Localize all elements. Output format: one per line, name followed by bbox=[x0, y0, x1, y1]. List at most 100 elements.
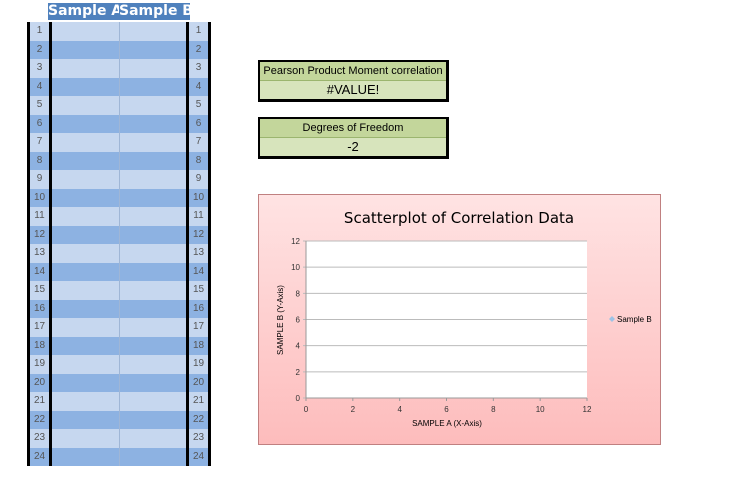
row-number: 19 bbox=[27, 355, 52, 374]
row-number-right: 19 bbox=[186, 355, 211, 374]
sample-b-cell[interactable] bbox=[120, 170, 187, 189]
row-number-right: 5 bbox=[186, 96, 211, 115]
row-number-right: 10 bbox=[186, 188, 211, 207]
sample-b-cell[interactable] bbox=[120, 96, 187, 115]
row-number-right: 7 bbox=[186, 133, 211, 152]
row-number-right: 22 bbox=[186, 410, 211, 429]
sample-a-cell[interactable] bbox=[52, 373, 120, 392]
sample-b-cell[interactable] bbox=[120, 263, 187, 282]
correlation-box: Pearson Product Moment correlation #VALU… bbox=[258, 60, 449, 102]
sample-a-cell[interactable] bbox=[52, 22, 120, 41]
sample-b-cell[interactable] bbox=[120, 244, 187, 263]
row-number-right: 21 bbox=[186, 392, 211, 411]
row-number-right: 3 bbox=[186, 59, 211, 78]
x-tick-label: 10 bbox=[536, 405, 545, 414]
row-number-right: 12 bbox=[186, 225, 211, 244]
x-tick-label: 2 bbox=[351, 405, 356, 414]
row-number: 24 bbox=[27, 447, 52, 466]
sample-a-cell[interactable] bbox=[52, 336, 120, 355]
row-number: 4 bbox=[27, 77, 52, 96]
table-row: 20 20 bbox=[27, 373, 211, 393]
scatter-chart[interactable]: Scatterplot of Correlation Data SAMPLE A… bbox=[258, 194, 661, 445]
table-row: 24 24 bbox=[27, 447, 211, 467]
sample-b-cell[interactable] bbox=[120, 337, 187, 356]
x-tick-label: 6 bbox=[444, 405, 449, 414]
sample-a-cell[interactable] bbox=[52, 188, 120, 207]
table-row: 17 17 bbox=[27, 318, 211, 337]
sample-b-cell[interactable] bbox=[120, 429, 187, 448]
sample-b-cell[interactable] bbox=[120, 226, 187, 245]
legend-label: Sample B bbox=[617, 315, 652, 324]
row-number-right: 6 bbox=[186, 114, 211, 133]
sample-a-cell[interactable] bbox=[52, 355, 120, 374]
sample-b-cell[interactable] bbox=[120, 411, 187, 430]
table-row: 15 15 bbox=[27, 281, 211, 300]
sample-a-cell[interactable] bbox=[52, 392, 120, 411]
sample-a-cell[interactable] bbox=[52, 447, 120, 466]
row-number: 6 bbox=[27, 114, 52, 133]
sample-b-cell[interactable] bbox=[120, 448, 187, 467]
sample-a-cell[interactable] bbox=[52, 96, 120, 115]
sample-b-cell[interactable] bbox=[120, 59, 187, 78]
row-number-right: 2 bbox=[186, 40, 211, 59]
sample-a-cell[interactable] bbox=[52, 151, 120, 170]
sample-a-cell[interactable] bbox=[52, 59, 120, 78]
row-number: 11 bbox=[27, 207, 52, 226]
table-row: 14 14 bbox=[27, 262, 211, 282]
table-row: 21 21 bbox=[27, 392, 211, 411]
sample-a-cell[interactable] bbox=[52, 40, 120, 59]
row-number: 13 bbox=[27, 244, 52, 263]
sample-a-cell[interactable] bbox=[52, 299, 120, 318]
data-table: 1 1 2 2 3 3 4 4 5 5 6 6 7 7 8 8 9 9 10 10 11 11 12 12 13 13 14 14 15… bbox=[27, 22, 211, 466]
table-row: 16 16 bbox=[27, 299, 211, 319]
sample-b-cell[interactable] bbox=[120, 41, 187, 60]
sample-a-cell[interactable] bbox=[52, 77, 120, 96]
sample-b-cell[interactable] bbox=[120, 374, 187, 393]
table-row: 12 12 bbox=[27, 225, 211, 245]
dof-value[interactable]: -2 bbox=[347, 139, 359, 154]
table-row: 13 13 bbox=[27, 244, 211, 263]
sample-a-cell[interactable] bbox=[52, 244, 120, 263]
y-tick-label: 0 bbox=[296, 394, 301, 403]
header-sample-a[interactable]: Sample A bbox=[48, 3, 119, 19]
sample-a-cell[interactable] bbox=[52, 207, 120, 226]
sample-b-cell[interactable] bbox=[120, 189, 187, 208]
sample-b-cell[interactable] bbox=[120, 152, 187, 171]
row-number-right: 1 bbox=[186, 22, 211, 41]
sample-b-cell[interactable] bbox=[120, 207, 187, 226]
sample-a-cell[interactable] bbox=[52, 429, 120, 448]
sample-b-cell[interactable] bbox=[120, 115, 187, 134]
row-number-right: 14 bbox=[186, 262, 211, 281]
sample-a-cell[interactable] bbox=[52, 410, 120, 429]
x-tick-label: 8 bbox=[491, 405, 496, 414]
row-number-right: 16 bbox=[186, 299, 211, 318]
y-tick-label: 2 bbox=[296, 368, 301, 377]
sample-b-cell[interactable] bbox=[120, 355, 187, 374]
x-tick-label: 4 bbox=[397, 405, 402, 414]
sample-b-cell[interactable] bbox=[120, 318, 187, 337]
row-number: 15 bbox=[27, 281, 52, 300]
row-number: 5 bbox=[27, 96, 52, 115]
sample-a-cell[interactable] bbox=[52, 318, 120, 337]
header-sample-b[interactable]: Sample B bbox=[119, 3, 190, 19]
sample-b-cell[interactable] bbox=[120, 300, 187, 319]
sample-a-cell[interactable] bbox=[52, 281, 120, 300]
sample-b-cell[interactable] bbox=[120, 392, 187, 411]
sample-b-cell[interactable] bbox=[120, 133, 187, 152]
row-number: 22 bbox=[27, 410, 52, 429]
sample-a-cell[interactable] bbox=[52, 114, 120, 133]
correlation-value[interactable]: #VALUE! bbox=[326, 82, 380, 97]
sample-a-cell[interactable] bbox=[52, 133, 120, 152]
row-number: 1 bbox=[27, 22, 52, 41]
sample-a-cell[interactable] bbox=[52, 170, 120, 189]
table-row: 23 23 bbox=[27, 429, 211, 448]
sample-b-cell[interactable] bbox=[120, 78, 187, 97]
sample-a-cell[interactable] bbox=[52, 225, 120, 244]
sample-a-cell[interactable] bbox=[52, 262, 120, 281]
y-tick-label: 6 bbox=[296, 316, 301, 325]
sample-b-cell[interactable] bbox=[120, 281, 187, 300]
sample-b-cell[interactable] bbox=[120, 22, 187, 41]
